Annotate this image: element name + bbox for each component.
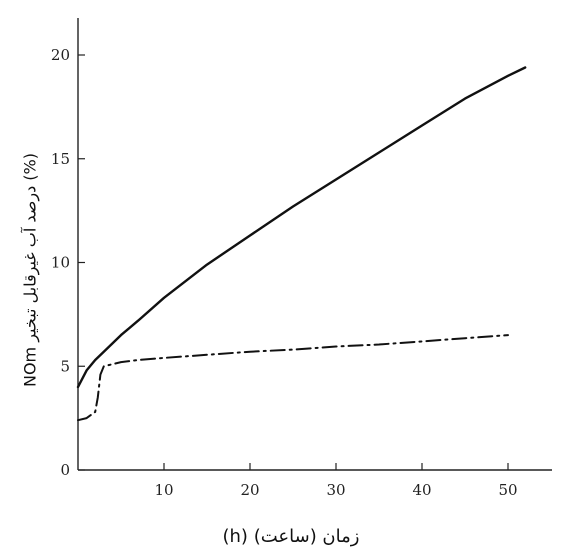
x-tick-label: 50	[498, 481, 517, 499]
series-line-solid	[76, 66, 527, 389]
x-tick-label: 30	[326, 481, 345, 499]
series-group	[76, 66, 527, 422]
x-tick-label: 20	[240, 481, 259, 499]
series-line-dashdot	[77, 334, 509, 422]
y-tick-label: 5	[60, 357, 70, 375]
y-tick-label: 20	[51, 46, 70, 64]
x-tick-label: 10	[154, 481, 173, 499]
y-tick-label: 0	[60, 461, 70, 479]
x-tick-label: 40	[412, 481, 431, 499]
axes: 0 5 10 15 20 10 20 30 40 50	[51, 18, 552, 499]
y-axis-label: NOm درصد آب غیرقابل تبخیر (%)	[20, 153, 40, 387]
x-axis-label: (h) زمان (ساعت)	[222, 526, 360, 547]
y-tick-label: 15	[51, 150, 70, 168]
y-tick-label: 10	[51, 254, 70, 272]
